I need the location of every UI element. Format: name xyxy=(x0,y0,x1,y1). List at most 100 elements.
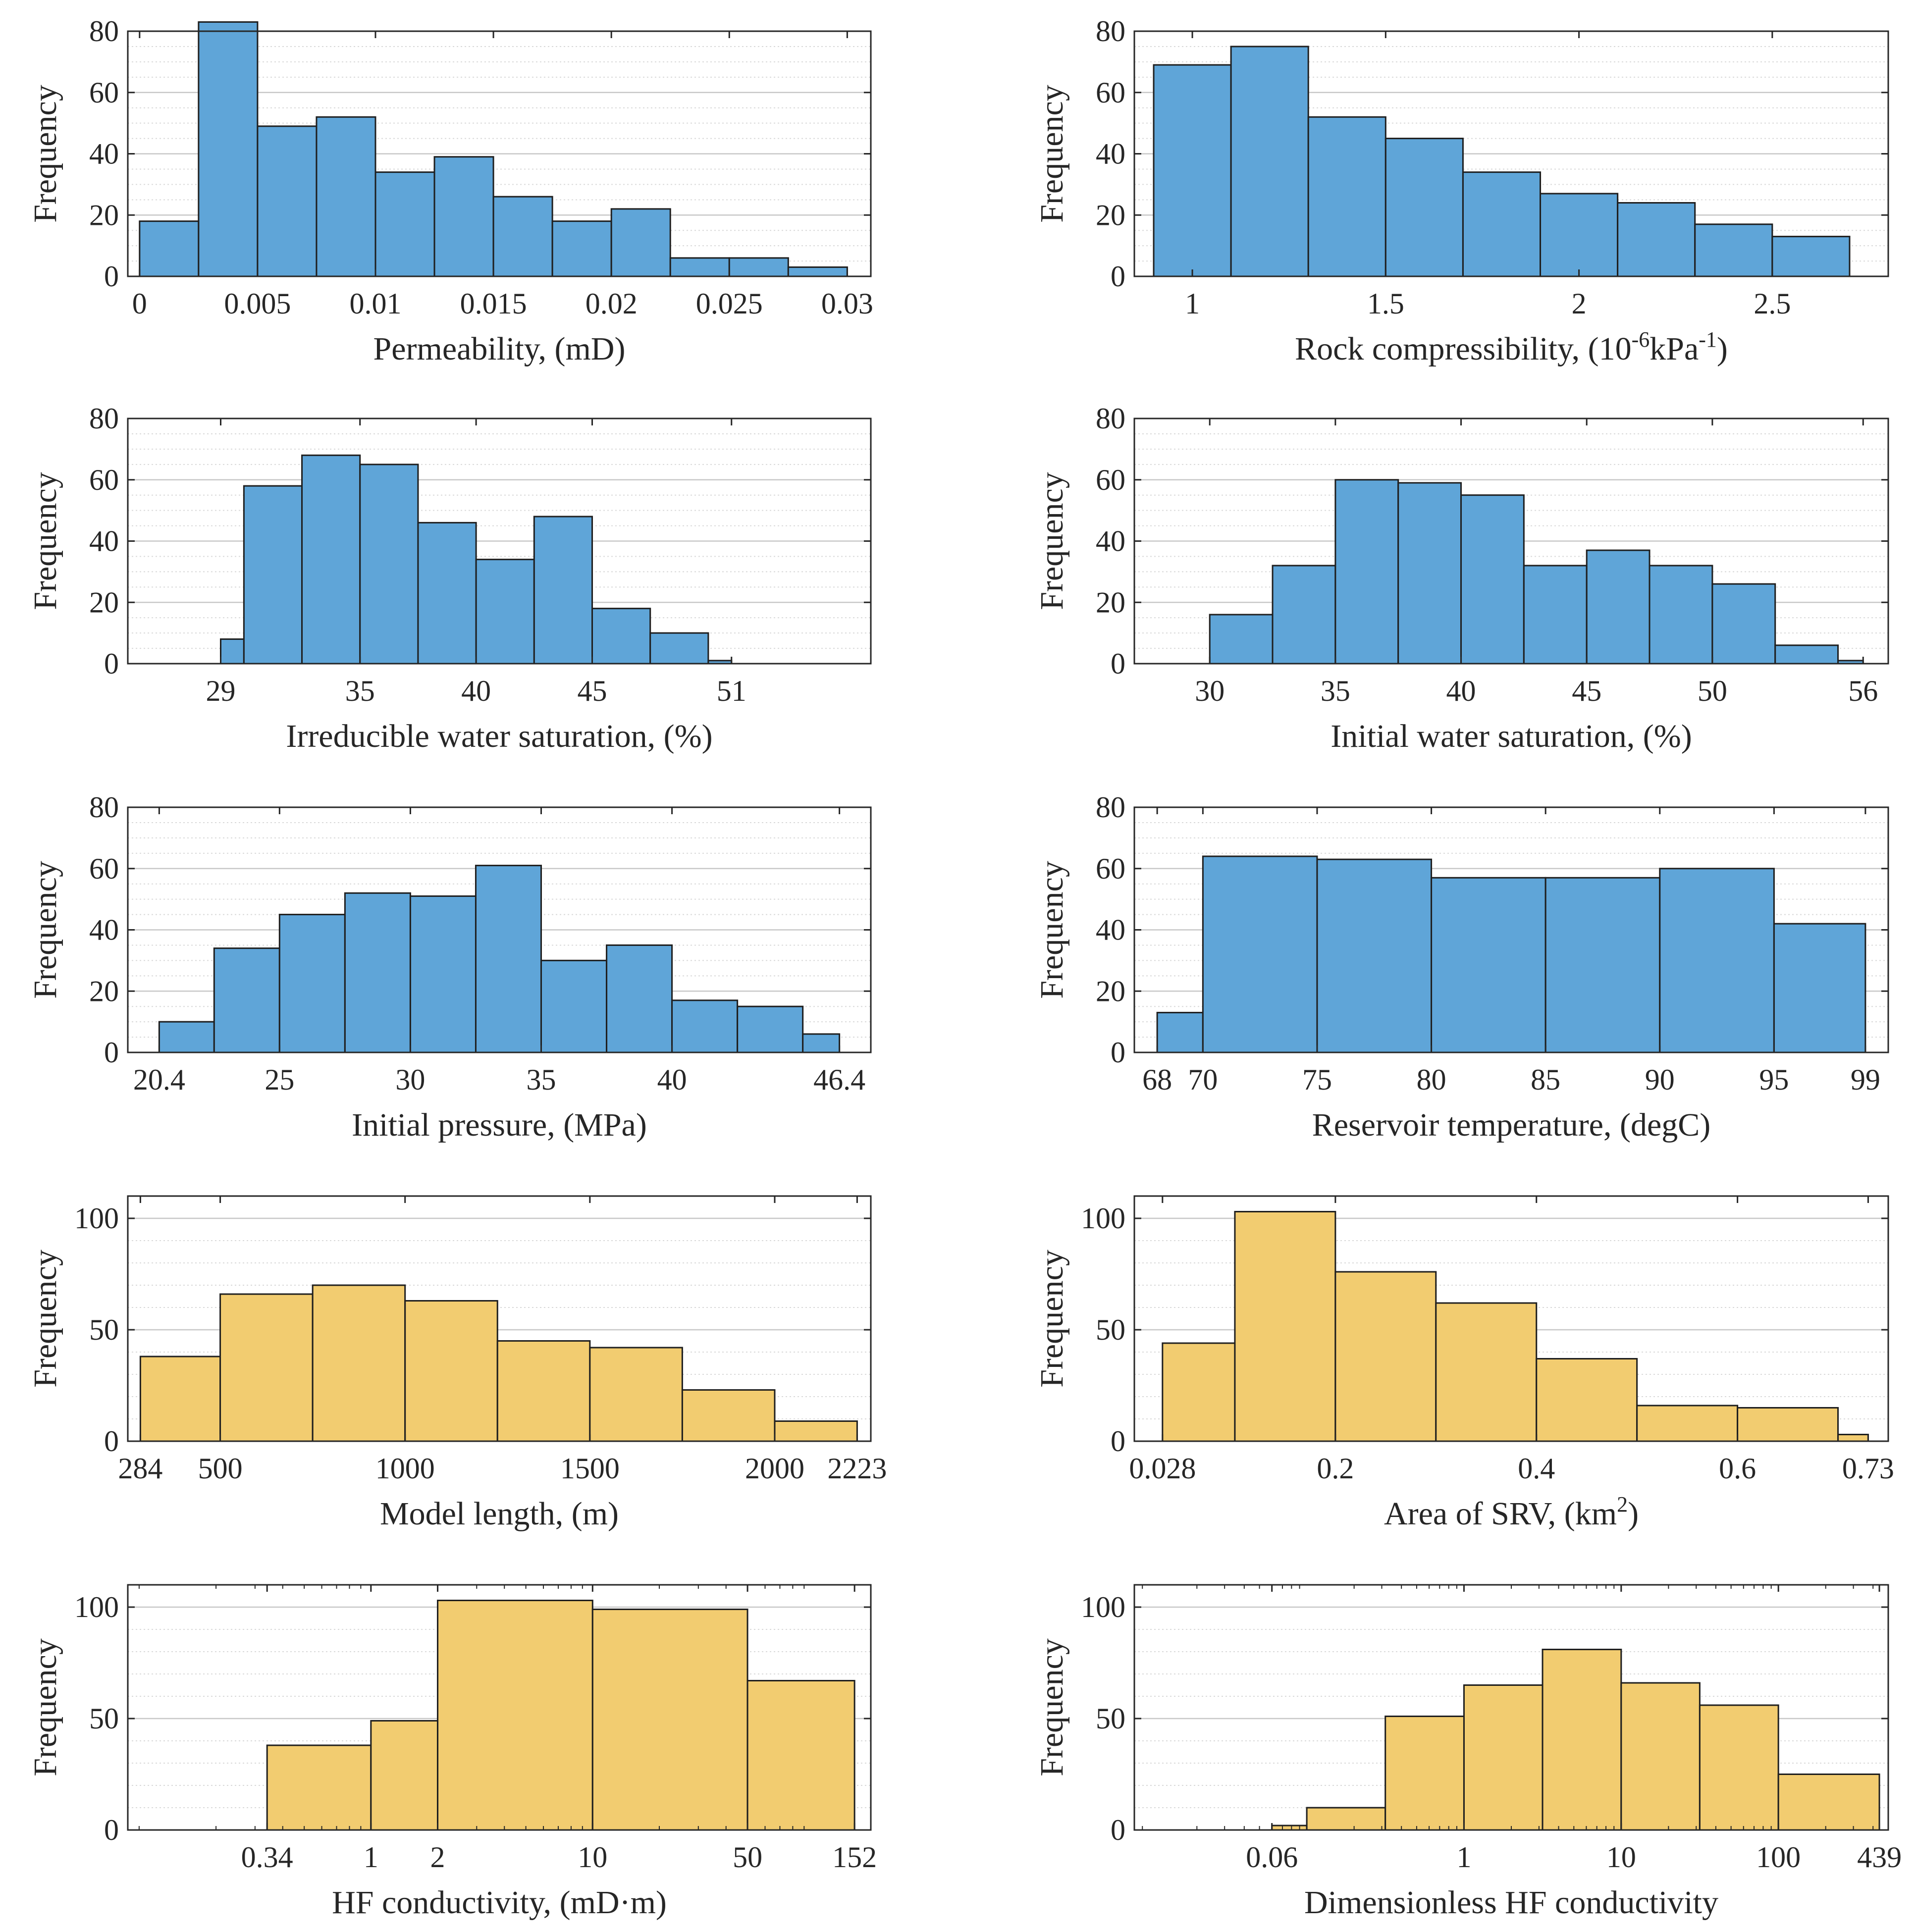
y-tick-label: 100 xyxy=(74,1591,119,1623)
bar-initial-water-saturation-0 xyxy=(1209,614,1274,665)
chart-area-of-srv: 0 50 100 0.028 0.2 0.4 0.6 0.73 Area of SRV, (km… xyxy=(1034,1195,1894,1532)
x-tick-label: 1 xyxy=(1185,287,1200,320)
x-axis-label: Permeability, (mD) xyxy=(373,331,626,367)
bar-dimensionless-hf-conductivity-7 xyxy=(1777,1774,1880,1831)
bar-irreducible-water-saturation-1 xyxy=(243,485,303,665)
bar-model-length-6 xyxy=(681,1389,776,1442)
y-tick-label: 50 xyxy=(89,1313,119,1346)
bar-permeability-7 xyxy=(551,220,612,277)
x-tick-label: 51 xyxy=(717,675,746,707)
y-tick-label: 0 xyxy=(1111,1814,1125,1846)
x-tick-label: 0.005 xyxy=(224,287,291,320)
x-tick-label: 0.028 xyxy=(1129,1452,1196,1485)
bar-dimensionless-hf-conductivity-6 xyxy=(1699,1704,1779,1831)
x-tick-label: 10 xyxy=(578,1841,607,1874)
x-tick-label: 0.015 xyxy=(460,287,527,320)
y-axis-label: Frequency xyxy=(27,472,63,610)
x-tick-label: 35 xyxy=(1321,675,1350,707)
x-tick-label: 0.2 xyxy=(1317,1452,1354,1485)
bar-area-of-srv-0 xyxy=(1162,1342,1236,1442)
bar-reservoir-temperature-1 xyxy=(1202,855,1318,1053)
x-tick-label: 40 xyxy=(657,1063,687,1096)
y-tick-label: 20 xyxy=(1096,975,1125,1007)
bar-initial-pressure-7 xyxy=(606,944,673,1053)
bar-model-length-1 xyxy=(219,1293,314,1442)
bar-hf-conductivity-3 xyxy=(591,1609,748,1831)
bar-area-of-srv-2 xyxy=(1334,1271,1437,1442)
x-tick-label: 500 xyxy=(198,1452,243,1485)
y-tick-label: 0 xyxy=(104,647,119,680)
axes-frame xyxy=(127,1584,872,1831)
y-axis-label: Frequency xyxy=(1034,861,1070,999)
y-tick-label: 20 xyxy=(89,975,119,1007)
y-axis-label: Frequency xyxy=(27,1250,63,1388)
y-axis-label: Frequency xyxy=(27,861,63,999)
bar-hf-conductivity-1 xyxy=(370,1720,439,1831)
bar-reservoir-temperature-2 xyxy=(1316,858,1433,1053)
chart-initial-pressure: 0 20 40 60 80 20.4 25 30 35 40 46.4 Initial pressur… xyxy=(27,791,872,1143)
bar-initial-water-saturation-3 xyxy=(1397,482,1462,665)
bar-irreducible-water-saturation-5 xyxy=(475,559,535,665)
bar-hf-conductivity-0 xyxy=(266,1744,372,1831)
bar-initial-water-saturation-1 xyxy=(1272,565,1336,665)
x-tick-label: 29 xyxy=(206,675,236,707)
x-tick-label: 75 xyxy=(1302,1063,1332,1096)
y-tick-label: 40 xyxy=(1096,525,1125,558)
bar-irreducible-water-saturation-7 xyxy=(591,608,651,665)
x-tick-label: 45 xyxy=(1572,675,1601,707)
x-tick-label: 56 xyxy=(1848,675,1878,707)
bar-permeability-4 xyxy=(374,171,435,277)
x-tick-label: 30 xyxy=(395,1063,425,1096)
y-tick-label: 0 xyxy=(104,1036,119,1069)
bar-initial-water-saturation-5 xyxy=(1523,565,1588,665)
bar-permeability-5 xyxy=(433,156,494,277)
chart-reservoir-temperature: 0 20 40 60 80 68 70 75 80 85 90 95 99 Reservoir tempe… xyxy=(1034,791,1889,1143)
bar-rock-compressibility-4 xyxy=(1462,171,1542,277)
bar-irreducible-water-saturation-2 xyxy=(301,454,361,665)
y-axis-label: Frequency xyxy=(27,1638,63,1776)
y-tick-label: 80 xyxy=(1096,791,1125,824)
x-tick-label: 50 xyxy=(1698,675,1727,707)
bar-area-of-srv-4 xyxy=(1536,1358,1638,1442)
x-tick-label: 1.5 xyxy=(1367,287,1404,320)
x-tick-label: 1 xyxy=(364,1841,378,1874)
y-tick-label: 20 xyxy=(89,586,119,619)
bar-area-of-srv-5 xyxy=(1636,1405,1739,1442)
x-tick-label: 1 xyxy=(1456,1841,1471,1874)
x-tick-label: 35 xyxy=(527,1063,556,1096)
bar-rock-compressibility-8 xyxy=(1771,236,1851,277)
bar-rock-compressibility-3 xyxy=(1384,138,1464,277)
bar-irreducible-water-saturation-6 xyxy=(533,516,593,665)
y-tick-label: 0 xyxy=(1111,647,1125,680)
bar-rock-compressibility-6 xyxy=(1617,202,1696,277)
bar-initial-pressure-1 xyxy=(213,947,280,1053)
bar-reservoir-temperature-3 xyxy=(1431,877,1546,1053)
bar-initial-water-saturation-4 xyxy=(1460,494,1525,665)
bar-initial-water-saturation-9 xyxy=(1774,644,1839,665)
x-axis-label: Rock compressibility, (10-6kPa-1) xyxy=(1295,327,1728,367)
chart-hf-conductivity: 0 50 100 0.34 1 2 10 50 152 HF conductivity, (mD·… xyxy=(27,1584,877,1921)
x-tick-label: 2.5 xyxy=(1754,287,1791,320)
bar-dimensionless-hf-conductivity-3 xyxy=(1463,1684,1543,1831)
bar-reservoir-temperature-4 xyxy=(1544,877,1661,1053)
bar-rock-compressibility-5 xyxy=(1540,193,1619,277)
y-tick-label: 20 xyxy=(1096,199,1125,231)
bar-initial-water-saturation-6 xyxy=(1586,549,1650,665)
x-tick-label: 0.4 xyxy=(1518,1452,1555,1485)
bar-rock-compressibility-7 xyxy=(1694,223,1773,277)
y-axis-label: Frequency xyxy=(1034,85,1070,223)
y-tick-label: 60 xyxy=(89,76,119,109)
x-tick-label: 40 xyxy=(461,675,491,707)
bar-permeability-11 xyxy=(787,266,848,277)
x-axis-label: Dimensionless HF conductivity xyxy=(1304,1884,1718,1921)
y-tick-label: 100 xyxy=(74,1202,119,1235)
bar-model-length-2 xyxy=(312,1284,406,1442)
x-tick-label: 1000 xyxy=(375,1452,435,1485)
x-tick-label: 0.03 xyxy=(821,287,873,320)
y-tick-label: 80 xyxy=(1096,402,1125,435)
x-tick-label: 0.02 xyxy=(585,287,638,320)
bar-initial-pressure-8 xyxy=(671,999,739,1053)
x-tick-label: 1500 xyxy=(560,1452,620,1485)
